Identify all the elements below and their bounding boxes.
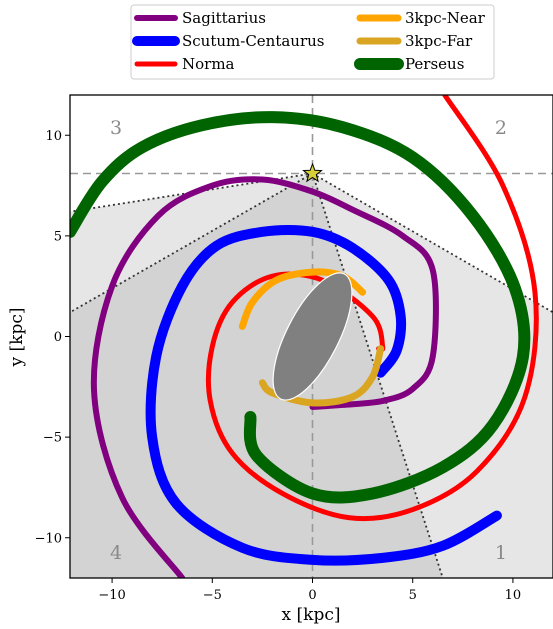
arm-3kpc-far	[258, 345, 385, 407]
legend-label-3kpc-near: 3kpc-Near	[405, 9, 486, 27]
sightline-2	[70, 172, 313, 314]
quadrant-label-2: 2	[495, 117, 507, 139]
x-tick-label: −10	[98, 588, 125, 603]
y-tick-label: 10	[45, 129, 62, 144]
y-tick-label: 5	[54, 229, 62, 244]
arm-sagittarius	[90, 176, 439, 578]
x-tick-label: −5	[203, 588, 222, 603]
legend-label-perseus: Perseus	[405, 55, 464, 73]
sun-star-icon	[302, 162, 323, 183]
quadrant-label-1: 1	[495, 542, 507, 564]
x-tick-label: 0	[308, 588, 316, 603]
arm-perseus	[70, 111, 531, 504]
legend-label-scutum-centaurus: Scutum-Centaurus	[182, 32, 325, 50]
y-axis-ticks: −10 −5 0 5 10	[35, 129, 70, 546]
legend-box	[130, 4, 495, 80]
legend-label-sagittarius: Sagittarius	[182, 9, 266, 27]
x-axis-ticks: −10 −5 0 5 10	[98, 578, 521, 603]
x-tick-label: 5	[409, 588, 417, 603]
galactic-bar	[272, 272, 353, 401]
legend-label-norma: Norma	[182, 55, 235, 73]
legend-label-3kpc-far: 3kpc-Far	[405, 32, 473, 50]
x-tick-label: 10	[505, 588, 522, 603]
quadrant-label-3: 3	[110, 117, 122, 139]
quadrant-labels: 1 2 3 4	[110, 117, 507, 564]
legend: Sagittarius Scutum-Centaurus Norma 3kpc-…	[130, 4, 495, 80]
y-tick-label: −5	[43, 431, 62, 446]
y-tick-label: −10	[35, 531, 62, 546]
x-axis-label: x [kpc]	[282, 605, 341, 625]
y-tick-label: 0	[54, 330, 62, 345]
y-axis-label: y [kpc]	[7, 308, 27, 368]
quadrant-label-4: 4	[110, 542, 122, 564]
plot-area: 1 2 3 4	[70, 95, 553, 578]
arm-scutum-centaurus	[145, 224, 502, 566]
